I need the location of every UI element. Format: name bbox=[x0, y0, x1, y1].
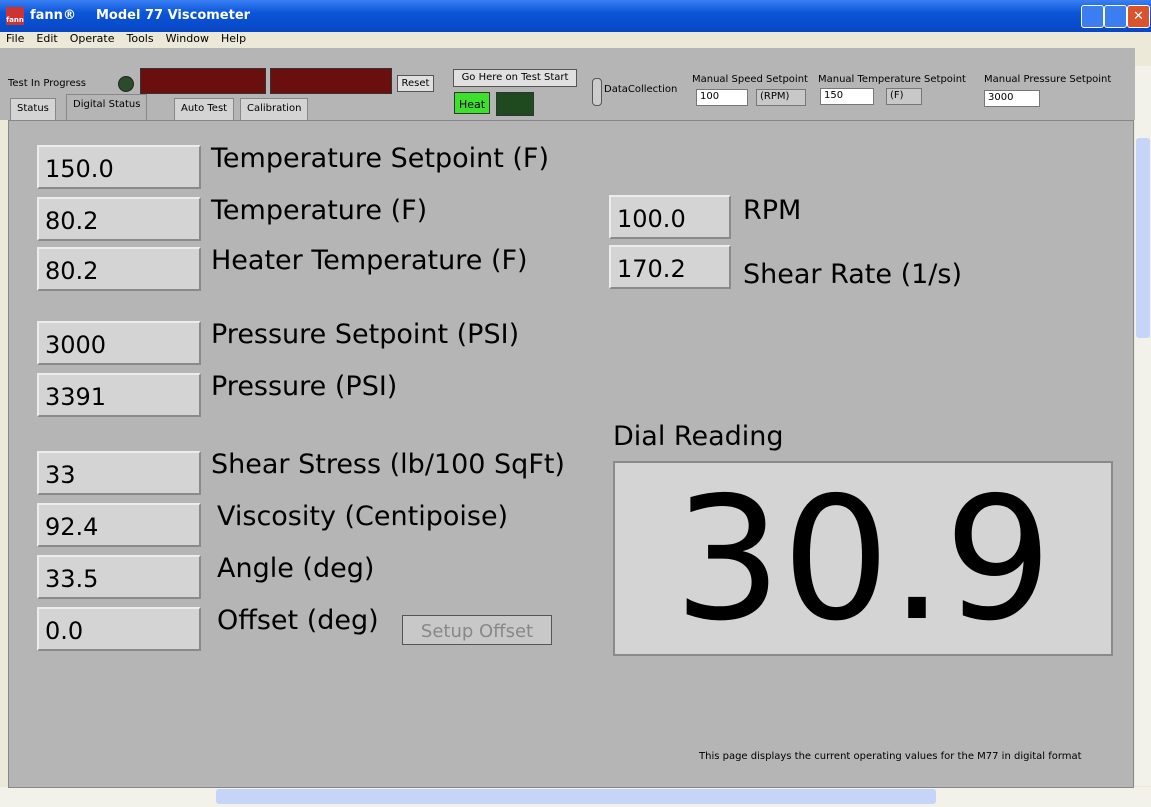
field-label: Viscosity (Centipoise) bbox=[217, 501, 509, 532]
test-in-progress-label: Test In Progress bbox=[8, 78, 87, 89]
field-label: Shear Rate (1/s) bbox=[743, 259, 962, 290]
field-label: Temperature (F) bbox=[211, 195, 428, 226]
speed-unit: (RPM) bbox=[756, 89, 806, 106]
menu-item[interactable]: Operate bbox=[69, 32, 115, 45]
value-display: 80.2 bbox=[37, 197, 201, 241]
value-display: 150.0 bbox=[37, 145, 201, 189]
value-display: 33 bbox=[37, 451, 201, 495]
vertical-scrollbar[interactable] bbox=[1135, 66, 1151, 786]
value-display: 3391 bbox=[37, 373, 201, 417]
maximize-button[interactable] bbox=[1104, 5, 1127, 28]
pressure-label: Manual Pressure Setpoint bbox=[984, 74, 1112, 85]
led bbox=[118, 76, 134, 92]
window-title: Model 77 Viscometer bbox=[96, 8, 251, 23]
data-collection-label: DataCollection bbox=[604, 84, 678, 95]
app-icon: fann bbox=[6, 7, 24, 25]
menu-bar: File Edit Operate Tools Window Help bbox=[0, 32, 1151, 48]
tab[interactable]: Digital Status bbox=[66, 94, 148, 121]
tab[interactable]: Status bbox=[10, 98, 56, 121]
scroll-thumb[interactable] bbox=[1136, 138, 1150, 338]
dial-reading-label: Dial Reading bbox=[613, 421, 784, 452]
value-display: 0.0 bbox=[37, 607, 201, 651]
tab[interactable]: Auto Test bbox=[174, 98, 235, 121]
footer-note: This page displays the current operating… bbox=[699, 751, 1082, 762]
menu-item[interactable]: Help bbox=[220, 32, 247, 45]
toggle-switch[interactable] bbox=[592, 78, 602, 106]
field-label: Offset (deg) bbox=[217, 605, 379, 636]
scroll-thumb[interactable] bbox=[216, 789, 936, 804]
digital-status-panel: Setup Offset Dial Reading 30.9 This page… bbox=[8, 120, 1134, 788]
field-label: Angle (deg) bbox=[217, 553, 375, 584]
dial-reading: 30.9 bbox=[613, 461, 1113, 658]
reset-button[interactable]: Reset bbox=[397, 75, 434, 92]
value-display: 100.0 bbox=[609, 195, 731, 239]
field-label: RPM bbox=[743, 195, 802, 226]
temperature-input[interactable]: 150 bbox=[820, 88, 874, 105]
speed-input[interactable]: 100 bbox=[696, 89, 748, 106]
field-label: Pressure (PSI) bbox=[211, 371, 398, 402]
speed-label: Manual Speed Setpoint bbox=[692, 74, 808, 85]
title-bar: fann fann® Model 77 Viscometer ✕ bbox=[0, 0, 1151, 32]
setup-offset-button[interactable]: Setup Offset bbox=[402, 615, 552, 645]
tab[interactable]: Calibration bbox=[240, 98, 309, 121]
menu-item[interactable]: Edit bbox=[36, 32, 58, 45]
close-button[interactable]: ✕ bbox=[1127, 5, 1150, 28]
toolbar: Test In Progress Reset Go Here on Test S… bbox=[0, 48, 1135, 121]
menu-item[interactable]: Tools bbox=[126, 32, 154, 45]
heat-led bbox=[496, 92, 534, 116]
menu-item[interactable]: Window bbox=[165, 32, 209, 45]
value-display: 92.4 bbox=[37, 503, 201, 547]
field-label: Pressure Setpoint (PSI) bbox=[211, 319, 520, 350]
field-label: Shear Stress (lb/100 SqFt) bbox=[211, 449, 565, 480]
value-display: 80.2 bbox=[37, 247, 201, 291]
minimize-button[interactable] bbox=[1081, 5, 1104, 28]
indicator bbox=[140, 68, 266, 94]
value-display: 3000 bbox=[37, 321, 201, 365]
value-display: 33.5 bbox=[37, 555, 201, 599]
heat-indicator: Heat bbox=[454, 92, 490, 114]
pressure-input[interactable]: 3000 bbox=[984, 90, 1040, 107]
go-here-button[interactable]: Go Here on Test Start bbox=[453, 69, 577, 87]
indicator bbox=[270, 68, 392, 94]
temperature-unit: (F) bbox=[886, 88, 922, 105]
temperature-label: Manual Temperature Setpoint bbox=[818, 74, 966, 85]
menu-item[interactable]: File bbox=[6, 32, 25, 45]
horizontal-scrollbar[interactable] bbox=[0, 787, 1151, 807]
app-name: fann® bbox=[30, 8, 76, 23]
field-label: Temperature Setpoint (F) bbox=[211, 143, 549, 174]
field-label: Heater Temperature (F) bbox=[211, 245, 528, 276]
value-display: 170.2 bbox=[609, 245, 731, 289]
